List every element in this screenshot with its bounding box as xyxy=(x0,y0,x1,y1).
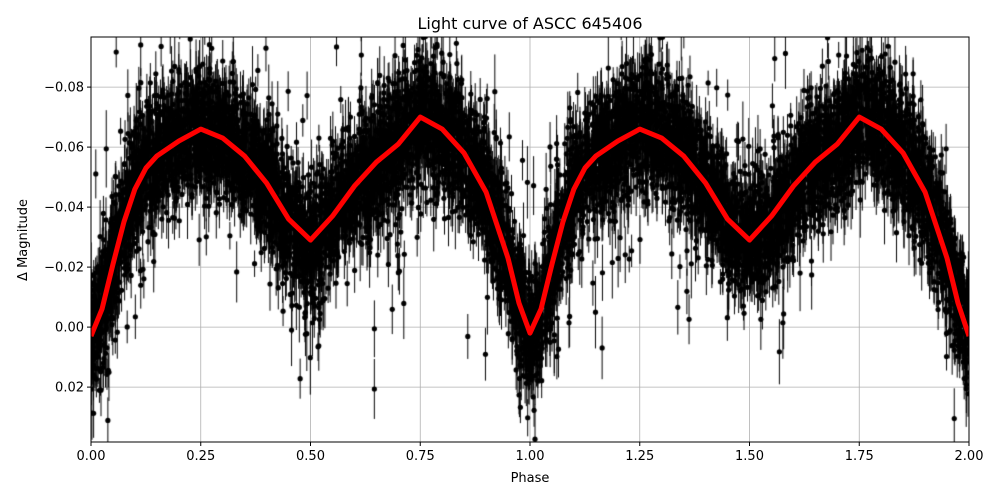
y-tick-label: −0.04 xyxy=(44,201,84,216)
x-tick-label: 0.50 xyxy=(296,449,325,464)
axis-ticks: 0.00 0.25 0.50 0.75 1.00 1.25 1.50 1.75 2.00 −0.0… xyxy=(44,81,983,464)
plot-frame xyxy=(90,36,970,443)
x-tick-label: 2.00 xyxy=(955,449,984,464)
observation-points-with-error-bars xyxy=(91,37,969,442)
x-tick-label: 0.25 xyxy=(186,449,215,464)
y-tick-label: −0.08 xyxy=(44,81,84,96)
x-tick-label: 1.25 xyxy=(625,449,654,464)
x-tick-label: 1.50 xyxy=(735,449,764,464)
x-tick-label: 1.75 xyxy=(845,449,874,464)
y-tick-label: 0.00 xyxy=(55,321,84,336)
x-tick-label: 0.00 xyxy=(77,449,106,464)
chart-title: Light curve of ASCC 645406 xyxy=(417,14,642,33)
x-tick-label: 0.75 xyxy=(406,449,435,464)
model-curve-line xyxy=(91,114,969,338)
y-tick-label: 0.02 xyxy=(55,381,84,396)
y-axis-label: Δ Magnitude xyxy=(16,199,31,281)
x-tick-label: 1.00 xyxy=(516,449,545,464)
x-axis-label: Phase xyxy=(511,471,550,486)
y-tick-label: −0.06 xyxy=(44,141,84,156)
y-tick-label: −0.02 xyxy=(44,261,84,276)
